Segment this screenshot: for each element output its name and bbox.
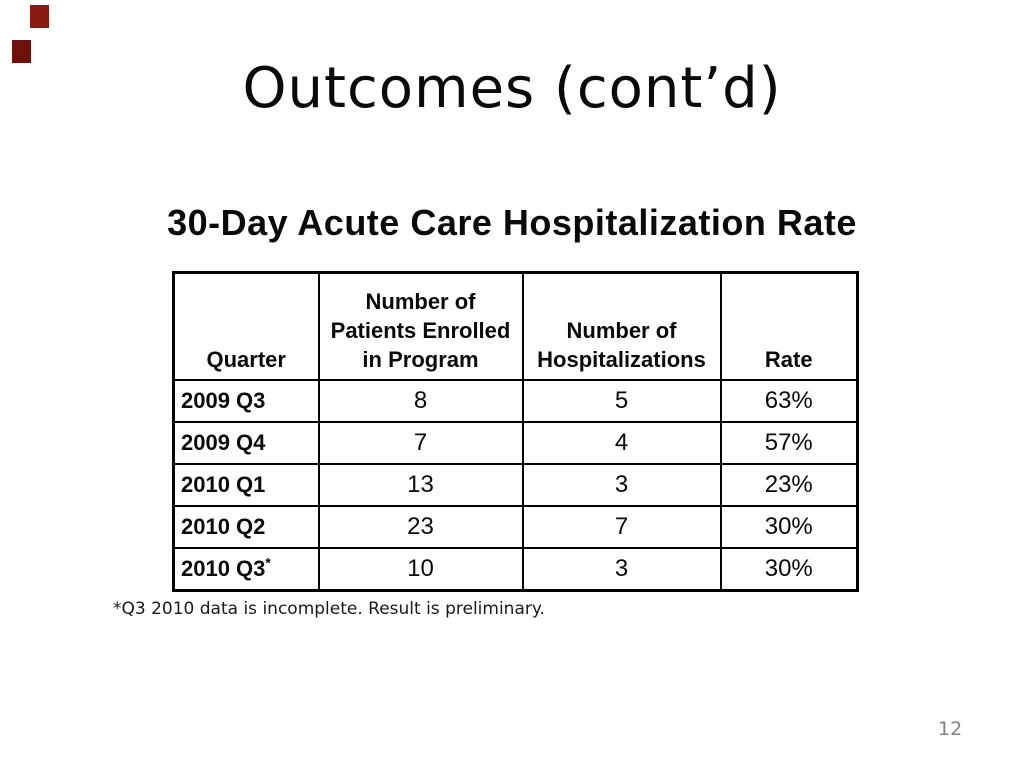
table-row: 2010 Q3* 10 3 30% [172, 547, 859, 592]
quarter-cell: 2010 Q1 [172, 463, 320, 507]
table-header-row: Quarter Number of Patients Enrolled in P… [172, 271, 859, 381]
quarter-label: 2010 Q1 [181, 472, 266, 497]
table-row: 2009 Q3 8 5 63% [172, 379, 859, 423]
decor-square-bottom [12, 40, 31, 63]
rate-cell: 57% [719, 421, 859, 465]
table-row: 2009 Q4 7 4 57% [172, 421, 859, 465]
page-number: 12 [938, 718, 963, 740]
slide-subtitle: 30-Day Acute Care Hospitalization Rate [167, 202, 857, 243]
quarter-label: 2009 Q3 [181, 388, 266, 413]
column-header-patients-enrolled: Number of Patients Enrolled in Program [317, 271, 524, 381]
quarter-cell: 2010 Q2 [172, 505, 320, 549]
rate-cell: 23% [719, 463, 859, 507]
quarter-cell: 2009 Q4 [172, 421, 320, 465]
hospitalizations-cell: 3 [521, 547, 722, 592]
column-header-hospitalizations: Number of Hospitalizations [521, 271, 722, 381]
patients-cell: 23 [317, 505, 524, 549]
rate-cell: 30% [719, 505, 859, 549]
rate-cell: 30% [719, 547, 859, 592]
hospitalizations-cell: 7 [521, 505, 722, 549]
footnote-marker: * [265, 554, 271, 571]
table-row: 2010 Q2 23 7 30% [172, 505, 859, 549]
column-header-rate: Rate [719, 271, 859, 381]
quarter-label: 2009 Q4 [181, 430, 266, 455]
footnote: *Q3 2010 data is incomplete. Result is p… [113, 599, 545, 619]
hospitalization-rate-table: Quarter Number of Patients Enrolled in P… [172, 271, 859, 592]
slide-title: Outcomes (cont’d) [242, 56, 782, 121]
quarter-cell: 2009 Q3 [172, 379, 320, 423]
rate-cell: 63% [719, 379, 859, 423]
hospitalizations-cell: 4 [521, 421, 722, 465]
table-row: 2010 Q1 13 3 23% [172, 463, 859, 507]
quarter-cell: 2010 Q3* [172, 547, 320, 592]
patients-cell: 7 [317, 421, 524, 465]
column-header-quarter: Quarter [172, 271, 320, 381]
hospitalizations-cell: 5 [521, 379, 722, 423]
patients-cell: 10 [317, 547, 524, 592]
patients-cell: 13 [317, 463, 524, 507]
decor-square-top [30, 5, 49, 28]
quarter-label: 2010 Q2 [181, 514, 266, 539]
quarter-label: 2010 Q3 [181, 556, 266, 581]
hospitalizations-cell: 3 [521, 463, 722, 507]
patients-cell: 8 [317, 379, 524, 423]
